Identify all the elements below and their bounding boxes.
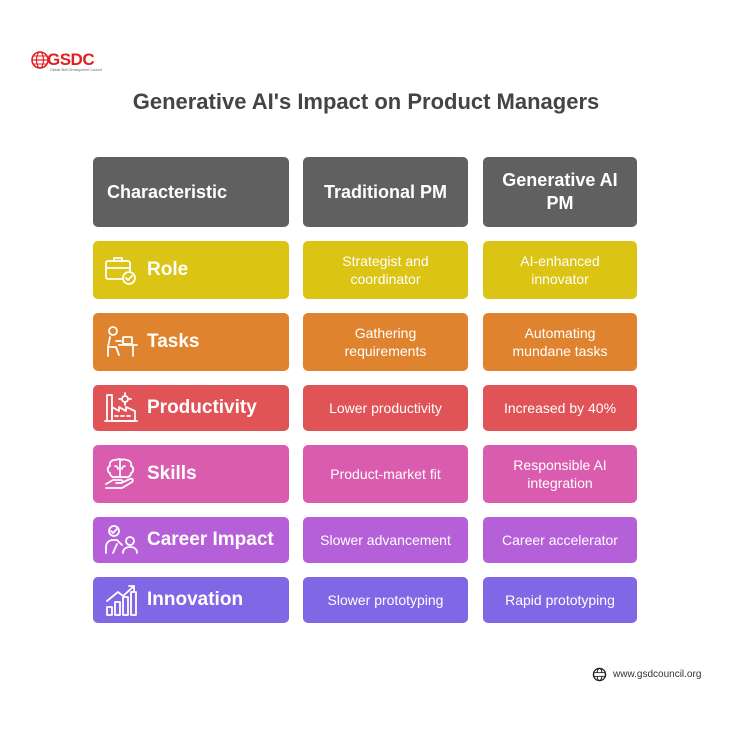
- header-characteristic: Characteristic: [93, 157, 289, 227]
- row-label: Skills: [147, 463, 197, 484]
- row-skills-generative: Responsible AI integration: [483, 445, 637, 503]
- row-tasks-label: Tasks: [93, 313, 289, 371]
- growth-chart-icon: [103, 582, 139, 618]
- web-globe-icon: [592, 667, 607, 681]
- footer: www.gsdcouncil.org: [592, 666, 701, 682]
- row-label: Tasks: [147, 331, 200, 352]
- gsdc-logo: GSDC Global Skill Development Council: [31, 50, 111, 75]
- row-tasks-generative: Automating mundane tasks: [483, 313, 637, 371]
- row-skills-traditional: Product-market fit: [303, 445, 468, 503]
- website-link[interactable]: www.gsdcouncil.org: [613, 668, 702, 680]
- row-role-traditional: Strategist and coordinator: [303, 241, 468, 299]
- row-label: Innovation: [147, 589, 244, 610]
- row-career-impact-traditional: Slower advancement: [303, 517, 468, 563]
- row-label: Productivity: [147, 397, 257, 418]
- logo-text: GSDC: [47, 50, 95, 69]
- page-title: Generative AI's Impact on Product Manage…: [132, 89, 600, 114]
- people-presentation-icon: [103, 522, 139, 558]
- row-productivity-generative: Increased by 40%: [483, 385, 637, 431]
- row-innovation-traditional: Slower prototyping: [303, 577, 468, 623]
- row-productivity-label: Productivity: [93, 385, 289, 431]
- row-role-generative: AI-enhanced innovator: [483, 241, 637, 299]
- row-tasks-traditional: Gathering requirements: [303, 313, 468, 371]
- row-career-impact-label: Career Impact: [93, 517, 289, 563]
- row-innovation-generative: Rapid prototyping: [483, 577, 637, 623]
- brain-in-hand-icon: [103, 456, 139, 492]
- row-label: Role: [147, 259, 189, 280]
- logo-tagline: Global Skill Development Council: [50, 68, 102, 72]
- row-label: Career Impact: [147, 529, 274, 550]
- globe-icon: [31, 51, 49, 69]
- header-traditional-pm: Traditional PM: [303, 157, 468, 227]
- row-skills-label: Skills: [93, 445, 289, 503]
- row-role-label: Role: [93, 241, 289, 299]
- briefcase-check-icon: [103, 252, 139, 288]
- person-at-desk-icon: [103, 324, 139, 360]
- row-career-impact-generative: Career accelerator: [483, 517, 637, 563]
- header-generative-ai-pm-text: Generative AI PM: [502, 170, 618, 213]
- factory-icon: [103, 390, 139, 426]
- header-generative-ai-pm: Generative AI PM: [483, 157, 637, 227]
- row-innovation-label: Innovation: [93, 577, 289, 623]
- row-productivity-traditional: Lower productivity: [303, 385, 468, 431]
